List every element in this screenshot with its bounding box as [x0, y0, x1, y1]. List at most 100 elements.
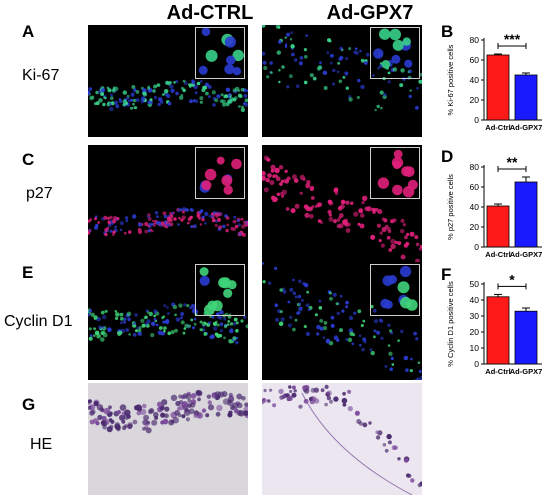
cell-nucleus	[303, 204, 309, 209]
cell-nucleus	[361, 348, 365, 352]
cell-nucleus	[262, 175, 266, 181]
cell-nucleus	[290, 208, 296, 214]
cell-nucleus	[88, 327, 92, 331]
cell-nucleus	[240, 107, 245, 113]
cell-nucleus	[370, 350, 375, 356]
inset-nucleus	[400, 265, 412, 278]
cell-nucleus	[240, 87, 245, 92]
cell-nucleus	[163, 329, 166, 333]
cell-nucleus	[292, 278, 295, 282]
row-label-ki67: Ki-67	[22, 67, 60, 84]
cell-nucleus	[281, 189, 287, 195]
cyclin-gpx7-image	[262, 262, 422, 380]
cell-nucleus	[156, 215, 159, 218]
ki67-gpx7-inset	[370, 27, 420, 79]
y-tick-label: 80	[470, 35, 480, 45]
cell-nucleus	[298, 61, 303, 66]
cell-nucleus	[169, 84, 174, 89]
cell-nucleus	[418, 79, 422, 84]
y-tick-label: 80	[470, 162, 480, 172]
cell-nucleus	[329, 399, 333, 404]
cell-nucleus	[374, 108, 377, 112]
cell-nucleus	[172, 416, 179, 424]
significance-label: **	[507, 154, 518, 170]
cell-nucleus	[193, 322, 197, 326]
cell-nucleus	[130, 92, 135, 97]
cell-nucleus	[305, 303, 310, 307]
cell-nucleus	[229, 328, 234, 334]
cell-nucleus	[376, 223, 381, 228]
cell-nucleus	[237, 93, 242, 98]
cell-nucleus	[240, 217, 244, 221]
cell-nucleus	[378, 239, 382, 243]
cyclin-gpx7-cells	[262, 262, 422, 380]
cell-nucleus	[293, 58, 298, 62]
cell-nucleus	[322, 70, 328, 75]
cell-nucleus	[274, 174, 278, 178]
chart-f: % Cyclin D1 positive cells 0 10 20 30 40 50 Ad-…	[442, 262, 550, 394]
cell-nucleus	[288, 385, 292, 389]
cell-nucleus	[93, 334, 96, 337]
cell-nucleus	[173, 217, 177, 221]
cell-nucleus	[318, 299, 322, 303]
y-tick-label: 50	[470, 279, 480, 289]
cell-nucleus	[162, 93, 165, 96]
y-tick-label: 0	[474, 359, 479, 369]
significance-label: *	[509, 271, 515, 287]
cell-nucleus	[377, 209, 383, 215]
cell-nucleus	[125, 328, 129, 332]
y-tick-label: 20	[470, 222, 480, 232]
cell-nucleus	[215, 411, 221, 417]
cell-nucleus	[397, 457, 401, 461]
cell-nucleus	[408, 94, 412, 99]
cell-nucleus	[142, 427, 146, 431]
cell-nucleus	[140, 408, 147, 415]
cell-nucleus	[93, 327, 96, 331]
inset-nucleus	[401, 166, 412, 177]
cell-nucleus	[353, 211, 359, 217]
cell-nucleus	[368, 421, 372, 425]
cell-nucleus	[271, 25, 274, 26]
cell-nucleus	[405, 473, 411, 478]
cell-nucleus	[316, 332, 320, 336]
cell-nucleus	[408, 69, 413, 74]
cell-nucleus	[380, 336, 384, 340]
cell-nucleus	[153, 95, 158, 100]
cell-nucleus	[320, 220, 324, 225]
cell-nucleus	[178, 216, 181, 220]
cell-nucleus	[147, 86, 150, 90]
y-tick-label: 60	[470, 182, 480, 192]
cell-nucleus	[384, 448, 389, 453]
cell-nucleus	[238, 410, 245, 417]
cell-nucleus	[280, 317, 285, 322]
cell-nucleus	[223, 317, 227, 321]
cell-nucleus	[226, 223, 229, 227]
cell-nucleus	[89, 410, 95, 416]
panel-letter-d: D	[441, 147, 454, 166]
cell-nucleus	[208, 214, 212, 218]
y-tick-label: 40	[470, 202, 480, 212]
cell-nucleus	[232, 88, 237, 93]
cell-nucleus	[175, 317, 181, 322]
cell-nucleus	[125, 219, 129, 223]
cell-nucleus	[344, 71, 349, 76]
p27-gpx7-cells	[262, 149, 422, 263]
cell-nucleus	[140, 99, 145, 104]
cell-nucleus	[102, 424, 107, 430]
cell-nucleus	[167, 312, 170, 315]
cell-nucleus	[228, 392, 233, 397]
cell-nucleus	[124, 231, 127, 235]
cell-nucleus	[225, 228, 229, 233]
cell-nucleus	[110, 419, 115, 424]
cell-nucleus	[190, 393, 197, 399]
cell-nucleus	[332, 82, 336, 86]
cell-nucleus	[286, 176, 291, 181]
cell-nucleus	[187, 403, 192, 408]
cell-nucleus	[152, 219, 155, 223]
cell-nucleus	[314, 204, 318, 208]
cell-nucleus	[119, 99, 123, 103]
cell-nucleus	[177, 223, 180, 226]
cell-nucleus	[234, 408, 239, 413]
cell-nucleus	[137, 222, 143, 227]
cell-nucleus	[145, 427, 152, 434]
